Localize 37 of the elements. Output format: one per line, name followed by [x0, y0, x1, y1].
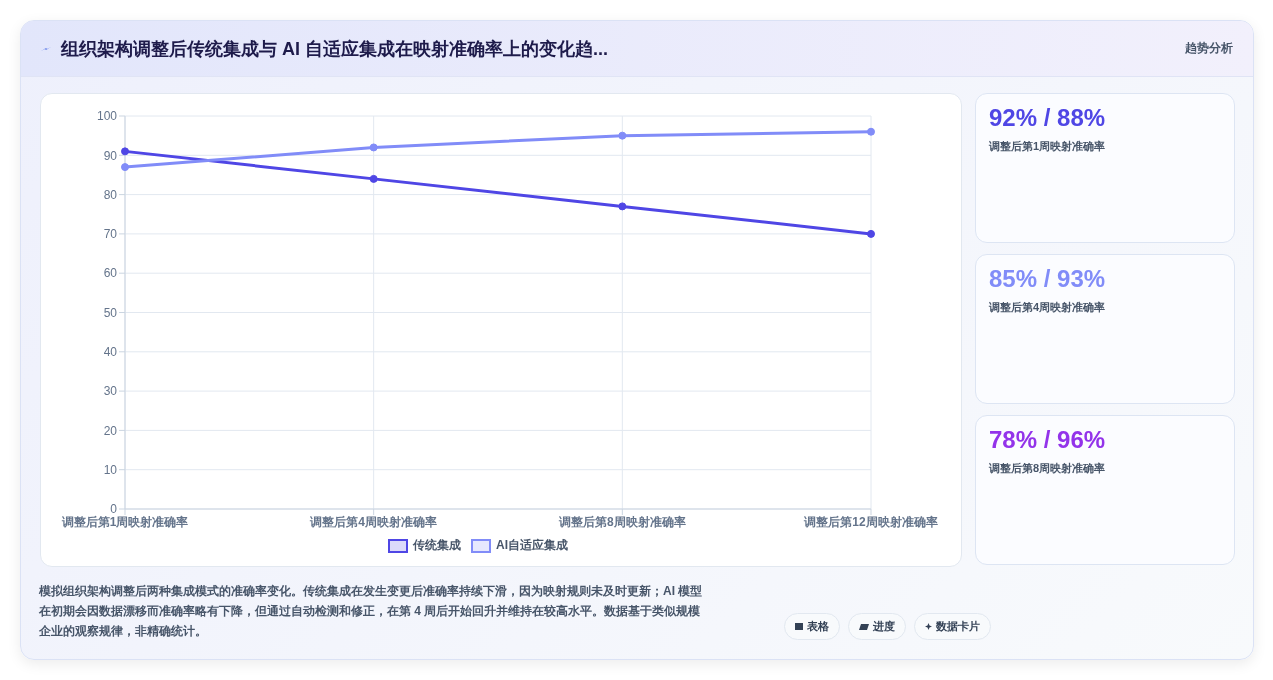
- y-tick-label: 100: [96, 109, 118, 124]
- y-tick-label: 80: [103, 187, 118, 202]
- y-tick-label: 70: [103, 227, 118, 242]
- text: 数据卡片: [936, 619, 980, 634]
- y-tick-label: 60: [103, 266, 118, 281]
- y-tick-label: 40: [103, 345, 118, 360]
- chart-title: 组织架构调整后传统集成与 AI 自适应集成在映射准确率上的变化趋...: [61, 37, 609, 61]
- x-tick-label: 调整后第1周映射准确率: [60, 514, 189, 529]
- text: 78% / 96%: [989, 426, 1106, 454]
- text: 调整后第8周映射准确率: [989, 461, 1106, 476]
- legend-label: 传统集成: [413, 537, 461, 554]
- x-tick-label: 调整后第12周映射准确率: [803, 514, 938, 529]
- text: 表格: [807, 619, 829, 634]
- y-tick-label: 50: [103, 305, 118, 320]
- y-tick-label: 20: [103, 423, 118, 438]
- y-tick-label: 10: [103, 462, 118, 477]
- text: 进度: [873, 619, 895, 634]
- legend-label: AI自适应集成: [496, 537, 568, 554]
- text: 调整后第1周映射准确率: [989, 139, 1106, 154]
- y-tick-label: 30: [103, 384, 118, 399]
- x-tick-label: 调整后第4周映射准确率: [309, 514, 438, 529]
- text: 模拟组织架构调整后两种集成模式的准确率变化。传统集成在发生变更后准确率持续下滑，因为映射规则未及时更新；AI 模型在初期会因数据漂移而准确率略有下降，但通过自动检测和修正，在第 4 周后开始回升并维持在较高水平。数据基于类似规模企业的观察规律，非精确统计。: [39, 583, 703, 640]
- point: [121, 163, 129, 172]
- point: [369, 143, 378, 152]
- text: 85% / 93%: [989, 265, 1106, 293]
- y-tick-label: 0: [110, 502, 118, 517]
- text: 趋势分析: [1185, 40, 1233, 57]
- point: [867, 127, 875, 136]
- text: 调整后第4周映射准确率: [989, 300, 1106, 315]
- point: [121, 147, 129, 156]
- point: [618, 131, 627, 140]
- point: [618, 202, 627, 211]
- point: [369, 174, 378, 183]
- point: [867, 229, 875, 238]
- y-tick-label: 90: [103, 148, 118, 163]
- x-tick-label: 调整后第8周映射准确率: [557, 514, 686, 529]
- text: 92% / 88%: [989, 104, 1106, 132]
